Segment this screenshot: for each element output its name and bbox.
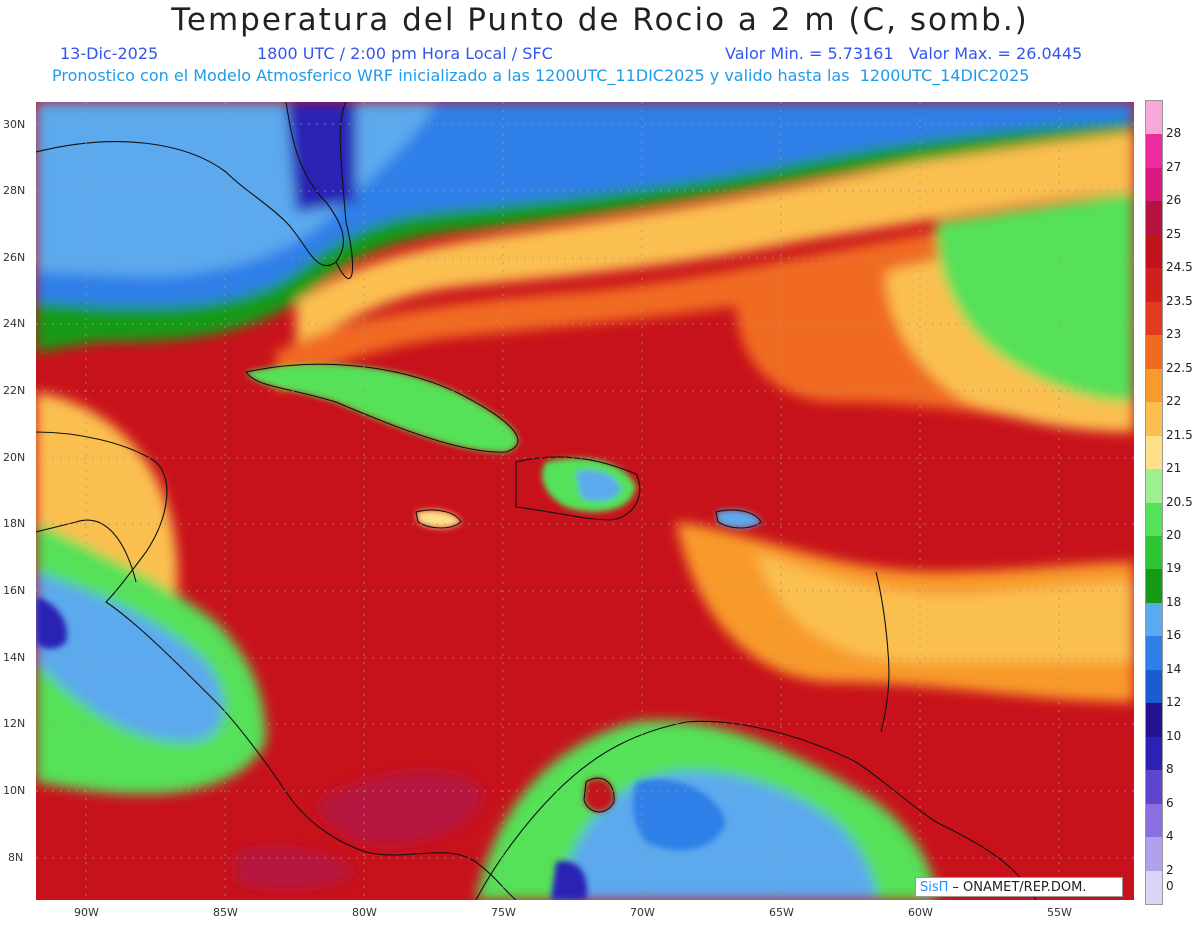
model-info: Pronostico con el Modelo Atmosferico WRF… <box>52 66 1030 85</box>
colorbar-label: 22 <box>1166 394 1182 409</box>
colorbar-label: 14 <box>1166 661 1182 676</box>
lat-label-26n: 26N <box>3 251 26 264</box>
lon-label-80w: 80W <box>352 906 377 919</box>
colorbar-segment <box>1146 569 1162 604</box>
colorbar-segment <box>1146 402 1162 437</box>
lat-label-12n: 12N <box>3 717 26 730</box>
colorbar-segment <box>1146 502 1162 537</box>
lat-label-16n: 16N <box>3 584 26 597</box>
lon-label-65w: 65W <box>769 906 794 919</box>
colorbar-label: 20 <box>1166 527 1182 542</box>
credit-box: SisΠ – ONAMET/REP.DOM. <box>915 877 1123 897</box>
onamet-credit: – ONAMET/REP.DOM. <box>952 879 1087 895</box>
colorbar-segment <box>1146 167 1162 202</box>
colorbar-label: 12 <box>1166 695 1182 710</box>
forecast-date: 13-Dic-2025 <box>60 44 159 63</box>
colorbar-label: 16 <box>1166 628 1182 643</box>
colorbar-label: 10 <box>1166 728 1182 743</box>
lon-label-85w: 85W <box>213 906 238 919</box>
colorbar-segment <box>1146 469 1162 503</box>
colorbar-label: 21 <box>1166 461 1182 476</box>
forecast-time: 1800 UTC / 2:00 pm Hora Local / SFC <box>257 44 553 63</box>
dewpoint-map <box>36 102 1134 900</box>
min-max-values: Valor Min. = 5.73161 Valor Max. = 26.044… <box>725 44 1083 63</box>
colorbar-segment <box>1146 870 1162 905</box>
colorbar-segment <box>1146 837 1162 872</box>
sispi-logo: SisΠ <box>920 879 949 895</box>
colorbar-label: 2 <box>1166 862 1174 877</box>
colorbar-segment <box>1146 101 1162 135</box>
colorbar-label: 21.5 <box>1166 427 1193 442</box>
colorbar-segment <box>1146 234 1162 269</box>
colorbar <box>1145 100 1163 905</box>
map-title: Temperatura del Punto de Rocio a 2 m (C,… <box>171 2 1029 38</box>
lat-label-18n: 18N <box>3 517 26 530</box>
lon-label-60w: 60W <box>908 906 933 919</box>
colorbar-segment <box>1146 368 1162 403</box>
colorbar-segment <box>1146 535 1162 570</box>
colorbar-segment <box>1146 301 1162 336</box>
colorbar-label: 19 <box>1166 561 1182 576</box>
colorbar-label: 25 <box>1166 226 1182 241</box>
lon-label-90w: 90W <box>74 906 99 919</box>
map-canvas <box>36 102 1134 900</box>
colorbar-label: 6 <box>1166 795 1174 810</box>
lat-label-22n: 22N <box>3 384 26 397</box>
colorbar-label: 4 <box>1166 829 1174 844</box>
colorbar-segment <box>1146 669 1162 704</box>
colorbar-segment <box>1146 803 1162 838</box>
lon-label-70w: 70W <box>630 906 655 919</box>
colorbar-label: 8 <box>1166 762 1174 777</box>
colorbar-segment <box>1146 435 1162 470</box>
colorbar-segment <box>1146 770 1162 805</box>
lat-label-28n: 28N <box>3 184 26 197</box>
lat-label-8n: 8N <box>8 851 24 864</box>
lat-label-10n: 10N <box>3 784 26 797</box>
lon-label-75w: 75W <box>491 906 516 919</box>
lat-label-30n: 30N <box>3 118 26 131</box>
colorbar-label: 23 <box>1166 327 1182 342</box>
lat-label-20n: 20N <box>3 451 26 464</box>
colorbar-segment <box>1146 201 1162 236</box>
colorbar-segment <box>1146 703 1162 738</box>
colorbar-segment <box>1146 134 1162 169</box>
colorbar-label: 24.5 <box>1166 260 1193 275</box>
lon-label-55w: 55W <box>1047 906 1072 919</box>
colorbar-label: 20.5 <box>1166 494 1193 509</box>
lat-label-24n: 24N <box>3 317 26 330</box>
colorbar-segment <box>1146 268 1162 303</box>
colorbar-segment <box>1146 636 1162 671</box>
colorbar-label: 26 <box>1166 193 1182 208</box>
colorbar-label: 23.5 <box>1166 293 1193 308</box>
lat-label-14n: 14N <box>3 651 26 664</box>
colorbar-segment <box>1146 736 1162 771</box>
colorbar-label: 18 <box>1166 594 1182 609</box>
colorbar-label: 28 <box>1166 126 1182 141</box>
colorbar-label: 0 <box>1166 879 1174 894</box>
colorbar-label: 27 <box>1166 159 1182 174</box>
colorbar-segment <box>1146 335 1162 370</box>
colorbar-segment <box>1146 602 1162 637</box>
colorbar-label: 22.5 <box>1166 360 1193 375</box>
